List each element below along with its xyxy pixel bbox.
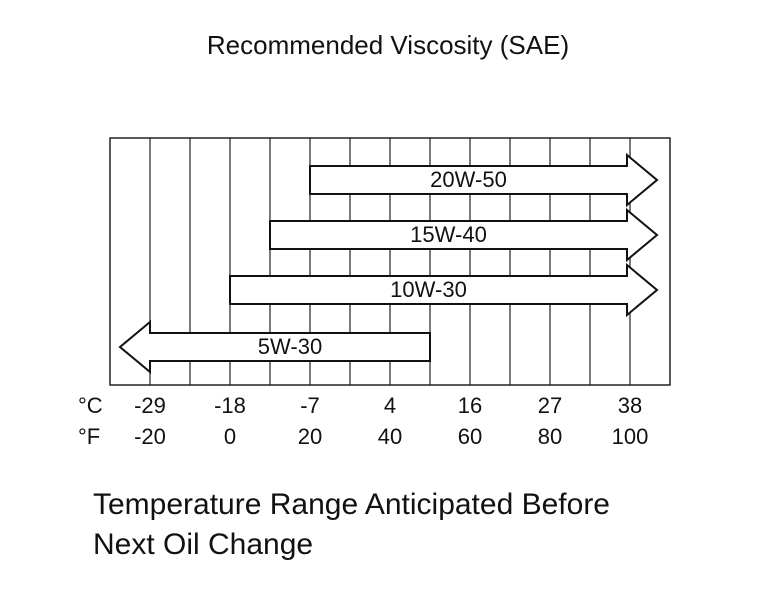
x-tick-label: 20 xyxy=(298,424,322,449)
x-tick-label: 100 xyxy=(612,424,649,449)
x2-tick-label: 16 xyxy=(458,393,482,418)
range-arrow xyxy=(229,262,659,318)
x2-tick-label: 27 xyxy=(538,393,562,418)
x-axis-label: Next Oil Change xyxy=(93,528,313,561)
range-arrow xyxy=(118,319,431,375)
x-tick-label: 80 xyxy=(538,424,562,449)
arrow-label: 5W-30 xyxy=(258,334,322,359)
chart-title: Recommended Viscosity (SAE) xyxy=(207,30,569,60)
x2-unit: °C xyxy=(78,393,103,418)
x2-tick-label: -29 xyxy=(134,393,166,418)
range-arrow xyxy=(309,152,659,208)
arrow-label: 15W-40 xyxy=(410,222,487,247)
x-tick-label: 60 xyxy=(458,424,482,449)
range-arrow xyxy=(269,207,659,263)
arrow-label: 20W-50 xyxy=(430,167,507,192)
x2-tick-label: -18 xyxy=(214,393,246,418)
x2-tick-label: -7 xyxy=(300,393,320,418)
arrow-label: 10W-30 xyxy=(390,277,467,302)
x-tick-label: -20 xyxy=(134,424,166,449)
x-axis-label: Temperature Range Anticipated Before xyxy=(93,488,610,521)
x-tick-label: 40 xyxy=(378,424,402,449)
x2-tick-label: 38 xyxy=(618,393,642,418)
x-unit: °F xyxy=(78,424,100,449)
x-tick-label: 0 xyxy=(224,424,236,449)
x2-tick-label: 4 xyxy=(384,393,396,418)
